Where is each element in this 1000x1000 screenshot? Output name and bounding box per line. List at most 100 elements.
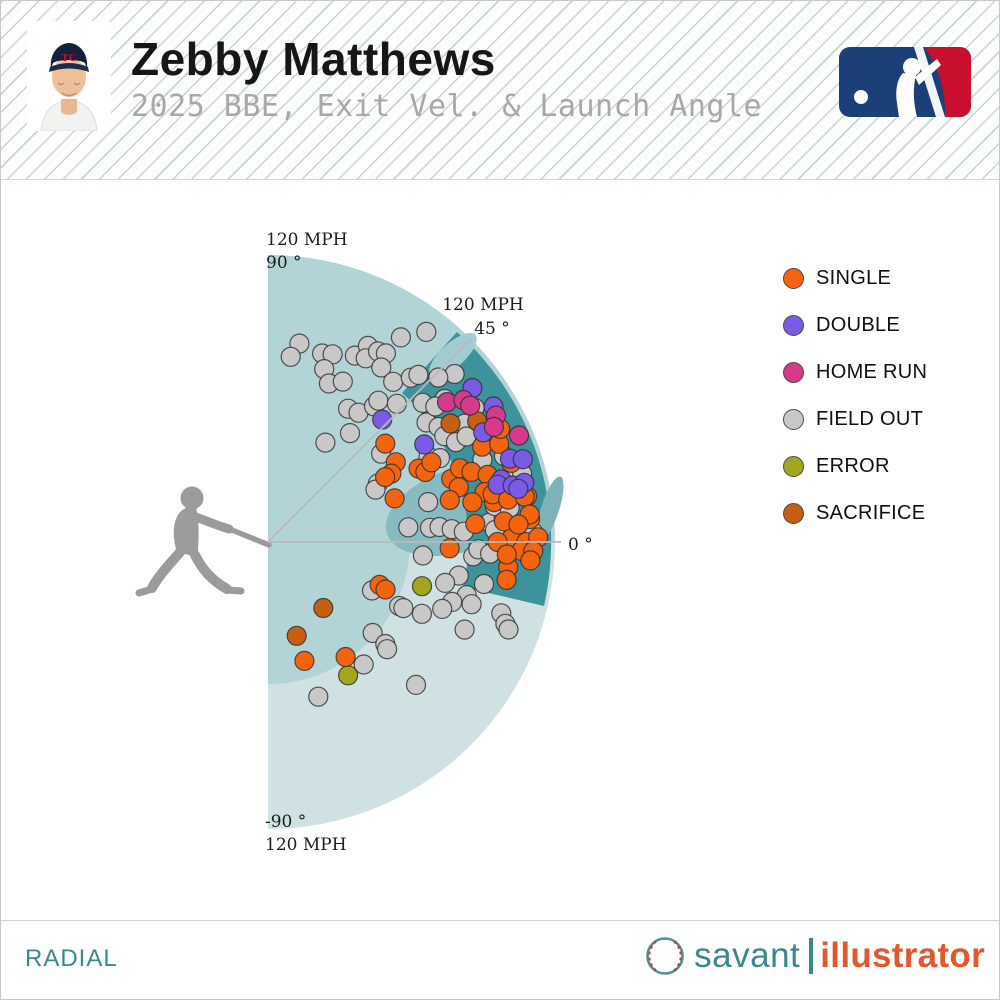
mlb-logo-icon xyxy=(839,47,971,117)
bbe-point-single xyxy=(508,514,529,535)
bbe-point-field_out xyxy=(332,371,353,392)
brand-savant: savant xyxy=(694,936,801,975)
bbe-point-double xyxy=(508,478,529,499)
bbe-point-single xyxy=(439,538,460,559)
bbe-point-single xyxy=(496,569,517,590)
bbe-point-field_out xyxy=(408,364,429,385)
bbe-point-sacrifice xyxy=(313,597,334,619)
legend-item-field_out: FIELD OUT xyxy=(783,396,927,443)
bbe-point-field_out xyxy=(353,654,374,675)
bbe-point-single xyxy=(462,492,483,513)
axis-label-diag-mph: 120 MPH xyxy=(442,295,524,315)
axis-label-bottom-deg: -90 ° xyxy=(265,812,306,832)
bbe-point-field_out xyxy=(498,619,519,640)
page-subtitle: 2025 BBE, Exit Vel. & Launch Angle xyxy=(131,89,763,125)
bbe-point-field_out xyxy=(386,393,407,414)
bbe-point-field_out xyxy=(398,517,419,538)
bbe-point-field_out xyxy=(390,327,411,348)
bbe-point-field_out xyxy=(432,598,453,619)
bbe-point-field_out xyxy=(411,603,432,624)
bbe-point-field_out xyxy=(393,598,414,619)
bbe-point-field_out xyxy=(405,674,427,695)
baseball-icon xyxy=(646,937,684,975)
legend-item-single: SINGLE xyxy=(783,255,927,302)
legend-item-double: DOUBLE xyxy=(783,302,927,349)
legend-label-double: DOUBLE xyxy=(816,314,901,336)
bbe-point-field_out xyxy=(280,346,301,367)
bbe-point-field_out xyxy=(377,639,398,660)
radial-chart-svg: 120 MPH 90 ° 120 MPH 45 ° 0 ° -90 ° 120 … xyxy=(135,230,593,855)
legend-label-home_run: HOME RUN xyxy=(816,361,928,383)
legend: SINGLE DOUBLE HOME RUN FIELD OUT ERROR SACRIF… xyxy=(783,255,927,537)
bbe-point-home_run xyxy=(508,425,530,446)
player-photo: TC xyxy=(27,21,111,132)
bbe-point-single xyxy=(496,544,517,565)
legend-item-home_run: HOME RUN xyxy=(783,349,927,396)
bbe-point-home_run xyxy=(460,395,481,416)
bbe-point-single xyxy=(465,513,486,534)
brand-logo: savant illustrator xyxy=(644,935,985,977)
page-title: Zebby Matthews xyxy=(131,33,496,85)
bbe-point-error xyxy=(338,665,359,686)
bbe-point-field_out xyxy=(339,423,361,444)
bbe-point-single xyxy=(384,488,405,509)
axis-label-diag-deg: 45 ° xyxy=(474,319,510,339)
bbe-point-field_out xyxy=(412,545,433,566)
brand-divider xyxy=(809,938,814,974)
legend-item-sacrifice: SACRIFICE xyxy=(783,490,927,537)
legend-label-sacrifice: SACRIFICE xyxy=(816,502,926,524)
bbe-point-single xyxy=(335,646,356,668)
bbe-point-single xyxy=(375,467,396,488)
bbe-point-field_out xyxy=(418,492,439,513)
bbe-point-single xyxy=(375,579,396,600)
bbe-point-field_out xyxy=(315,432,336,453)
header: TC Zebby Matthews 2025 BBE, Exit Vel. & … xyxy=(1,1,999,180)
legend-label-error: ERROR xyxy=(816,455,890,477)
bbe-point-double xyxy=(372,409,393,430)
legend-item-error: ERROR xyxy=(783,443,927,490)
player-headshot-graphic: TC xyxy=(27,21,111,132)
bbe-point-field_out xyxy=(428,367,449,388)
footer: RADIAL savant illustrator xyxy=(1,920,999,999)
axis-label-top-deg: 90 ° xyxy=(266,253,302,273)
bbe-point-single xyxy=(375,433,396,454)
batter-silhouette-icon xyxy=(135,486,272,597)
svg-text:TC: TC xyxy=(61,52,76,64)
legend-dot-home_run xyxy=(783,362,804,383)
bbe-point-field_out xyxy=(371,357,392,378)
bbe-point-sacrifice xyxy=(440,413,461,434)
legend-dot-double xyxy=(783,315,804,336)
barrel-zone-streak xyxy=(536,476,564,542)
bbe-point-single xyxy=(421,452,442,473)
bbe-point-field_out xyxy=(444,363,465,385)
bbe-point-sacrifice xyxy=(286,625,307,646)
legend-dot-sacrifice xyxy=(783,503,804,524)
bbe-point-field_out xyxy=(454,619,475,640)
bbe-point-error xyxy=(411,576,433,597)
bbe-point-single xyxy=(520,550,541,571)
bbe-point-single xyxy=(294,650,315,671)
bbe-point-double xyxy=(414,434,435,455)
axis-label-top-mph: 120 MPH xyxy=(266,230,348,250)
legend-dot-error xyxy=(783,456,804,477)
brand-illustrator: illustrator xyxy=(820,936,985,975)
bbe-point-field_out xyxy=(435,572,456,593)
radial-chart: 120 MPH 90 ° 120 MPH 45 ° 0 ° -90 ° 120 … xyxy=(1,179,999,923)
chart-type-label: RADIAL xyxy=(25,945,118,972)
legend-label-field_out: FIELD OUT xyxy=(816,408,924,430)
bbe-point-home_run xyxy=(483,416,504,437)
axis-label-bottom-mph: 120 MPH xyxy=(265,835,347,855)
bbe-point-field_out xyxy=(416,321,437,342)
bbe-point-field_out xyxy=(368,390,389,411)
bbe-point-double xyxy=(512,449,533,470)
bbe-point-field_out xyxy=(383,371,404,392)
bbe-point-field_out xyxy=(461,594,482,615)
bbe-point-field_out xyxy=(473,573,495,595)
axis-label-zero-deg: 0 ° xyxy=(568,535,593,555)
bbe-points-layer xyxy=(280,321,549,707)
launch-angle-45-line xyxy=(267,338,472,543)
bbe-point-field_out xyxy=(308,686,329,707)
bbe-point-single xyxy=(439,489,460,511)
legend-dot-field_out xyxy=(783,409,804,430)
